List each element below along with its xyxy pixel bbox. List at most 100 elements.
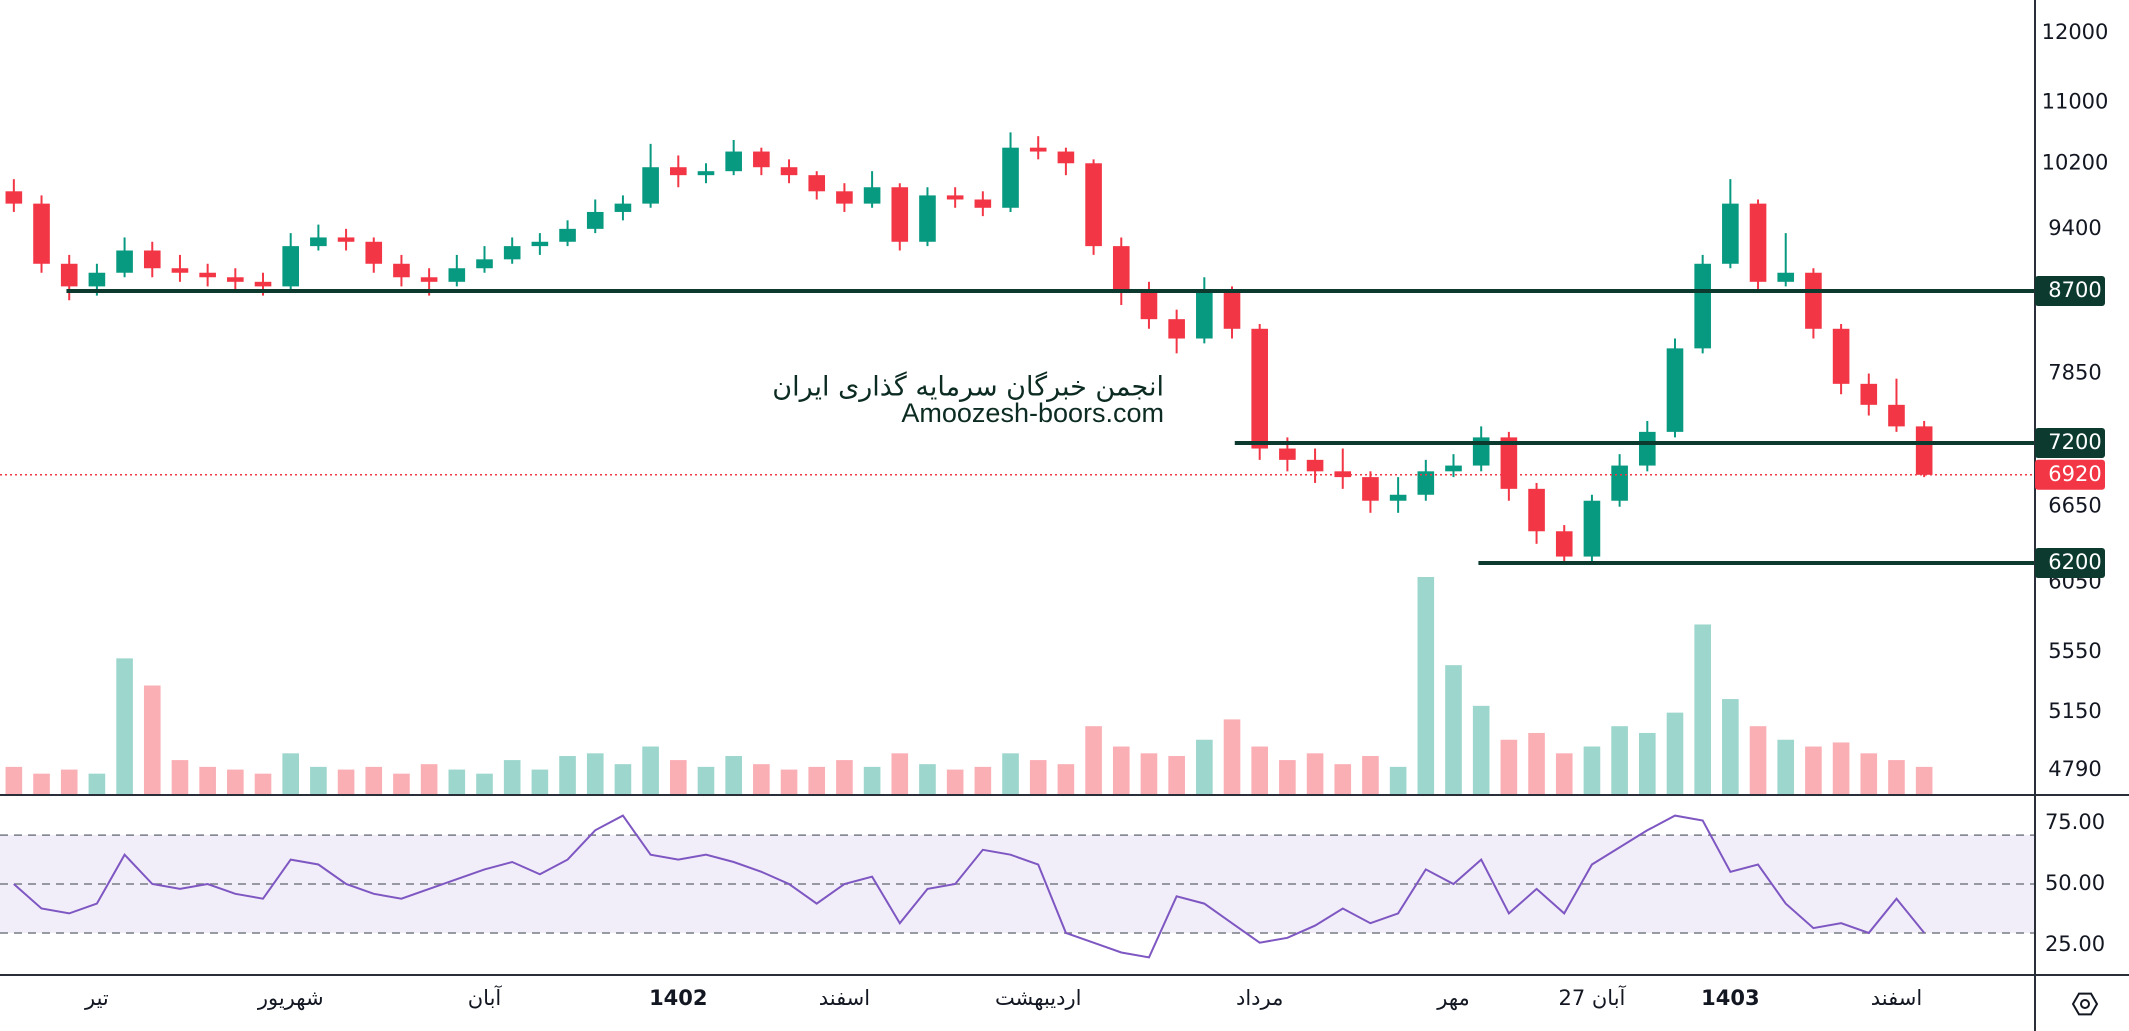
candle-body <box>1140 290 1158 320</box>
candle-body <box>282 246 300 287</box>
volume-bar <box>1334 764 1352 794</box>
y-tick-label: 5150 <box>2048 699 2101 723</box>
y-tick-label: 4790 <box>2048 757 2101 781</box>
volume-bar <box>1832 742 1850 794</box>
volume-bar <box>1196 739 1213 794</box>
level-label: 7200 <box>2048 430 2101 454</box>
volume-bar <box>1694 624 1711 794</box>
candle-body <box>1251 328 1269 449</box>
x-tick-label: اسفند <box>819 986 870 1010</box>
volume-bar <box>1666 712 1684 794</box>
candle-body <box>199 272 216 278</box>
level-label: 8700 <box>2048 278 2101 302</box>
level-box <box>2035 548 2105 579</box>
candle-body <box>1611 465 1628 501</box>
rsi-tick-label: 50.00 <box>2045 871 2105 895</box>
candle-body <box>476 259 493 269</box>
rsi-line <box>13 814 1925 959</box>
volume-bar <box>863 766 881 794</box>
volume-bar <box>697 766 715 794</box>
candle-body <box>1915 426 1933 475</box>
volume-bar <box>1251 746 1269 794</box>
candle-body <box>503 246 521 260</box>
volume-bar <box>33 773 50 794</box>
volume-bar <box>1445 665 1462 794</box>
x-tick-label: مرداد <box>1236 986 1283 1010</box>
volume-bar <box>1860 753 1878 794</box>
candle-body <box>1528 488 1545 532</box>
volume-bar <box>1777 739 1795 794</box>
y-tick-label: 6650 <box>2048 494 2101 518</box>
x-tick-label: 27 آبان <box>1558 985 1626 1010</box>
candle-body <box>753 151 770 168</box>
volume-bar <box>919 764 936 794</box>
candle-body <box>448 268 466 282</box>
volume-bar <box>1223 719 1241 794</box>
last-price-box <box>2035 459 2105 490</box>
candle-body <box>586 211 604 229</box>
y-tick-label: 5550 <box>2048 639 2101 663</box>
candle-body <box>1168 319 1185 339</box>
volume-bar <box>60 769 78 794</box>
volume-bar <box>503 760 521 794</box>
candle-body <box>1832 328 1850 384</box>
candle-body <box>531 241 549 247</box>
last-price-label: 6920 <box>2048 462 2101 486</box>
watermark-url: Amoozesh-boors.com <box>901 398 1164 428</box>
candle-body <box>337 237 355 242</box>
volume-bar <box>1085 726 1102 794</box>
candle-body <box>1223 290 1241 329</box>
volume-bar <box>1888 760 1905 794</box>
candle-body <box>974 199 992 208</box>
volume-bar <box>1472 705 1490 794</box>
candle-body <box>669 167 687 176</box>
x-tick-label: تیر <box>84 986 109 1010</box>
volume-bar <box>1749 726 1767 794</box>
candle-body <box>1805 272 1822 329</box>
y-tick-label: 11000 <box>2042 90 2109 114</box>
volume-bar <box>1555 753 1573 794</box>
candle-body <box>1002 147 1019 208</box>
volume-bar <box>1389 766 1407 794</box>
candle-body <box>1777 272 1795 282</box>
candle-body <box>891 187 909 242</box>
volume-bar <box>974 766 992 794</box>
candle-body <box>697 171 715 176</box>
candle-body <box>116 250 133 273</box>
candle-body <box>254 281 272 287</box>
volume-bar <box>891 753 909 794</box>
volume-bar <box>365 766 383 794</box>
volume-bar <box>171 760 189 794</box>
rsi-tick-label: 75.00 <box>2045 810 2105 834</box>
candle-body <box>171 268 189 273</box>
candle-body <box>808 175 826 192</box>
volume-bar <box>1306 753 1324 794</box>
candle-body <box>1334 471 1352 478</box>
candle-body <box>1694 263 1711 349</box>
volume-bar <box>780 769 798 794</box>
volume-bar <box>282 753 300 794</box>
candle-body <box>863 187 881 204</box>
volume-bar <box>559 756 576 794</box>
volume-bar <box>116 658 133 794</box>
candle-body <box>836 191 853 204</box>
volume-bar <box>1029 760 1047 794</box>
volume-bar <box>1805 746 1822 794</box>
candle-body <box>1888 404 1905 427</box>
watermark-fa: انجمن خبرگان سرمایه گذاری ایران <box>772 371 1164 403</box>
candle-body <box>1749 203 1767 282</box>
x-tick-label: آبان <box>468 985 503 1010</box>
volume-bar <box>254 773 272 794</box>
candle-body <box>1417 471 1435 495</box>
volume-bar <box>1057 764 1075 794</box>
x-tick-label: شهریور <box>257 986 324 1010</box>
candle-body <box>1362 477 1379 501</box>
settings-icon[interactable] <box>2071 992 2099 1016</box>
volume-bar <box>531 769 549 794</box>
candle-body <box>1583 500 1601 557</box>
volume-bar <box>1500 739 1518 794</box>
candle-body <box>1500 437 1518 489</box>
candle-body <box>614 203 632 212</box>
volume-bar <box>337 769 355 794</box>
level-label: 6200 <box>2048 550 2101 574</box>
